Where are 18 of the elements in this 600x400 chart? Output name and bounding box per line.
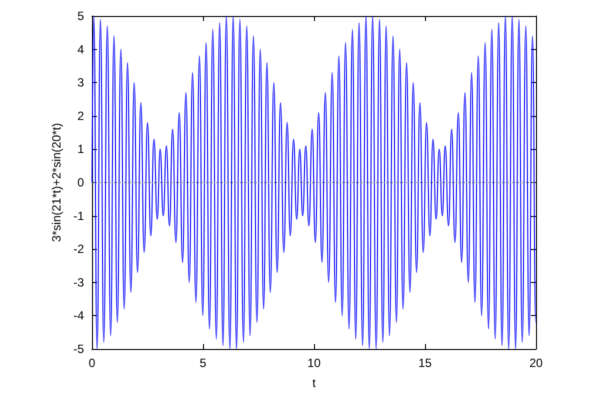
y-axis-title: 3*sin(21*t)+2*sin(20*t) (49, 122, 64, 242)
x-tick-label: 0 (88, 356, 96, 370)
y-tick-label: -5 (73, 342, 84, 356)
y-tick-label: 2 (77, 108, 84, 123)
y-tick-label: 1 (77, 142, 84, 156)
x-axis-title: t (312, 376, 316, 390)
y-tick-label: 5 (77, 9, 84, 23)
y-tick-label: -4 (73, 308, 84, 323)
y-tick-label: 3 (77, 76, 84, 90)
y-tick-label: -1 (73, 208, 84, 223)
y-tick-label: 0 (77, 176, 84, 190)
x-tick-label: 15 (418, 356, 432, 370)
y-tick-label: -3 (73, 275, 84, 290)
y-tick-label: -2 (73, 242, 84, 256)
x-tick-label: 5 (200, 356, 207, 370)
x-tick-label: 10 (307, 356, 321, 370)
y-tick-label: 4 (77, 42, 84, 56)
x-tick-label: 20 (529, 356, 543, 370)
